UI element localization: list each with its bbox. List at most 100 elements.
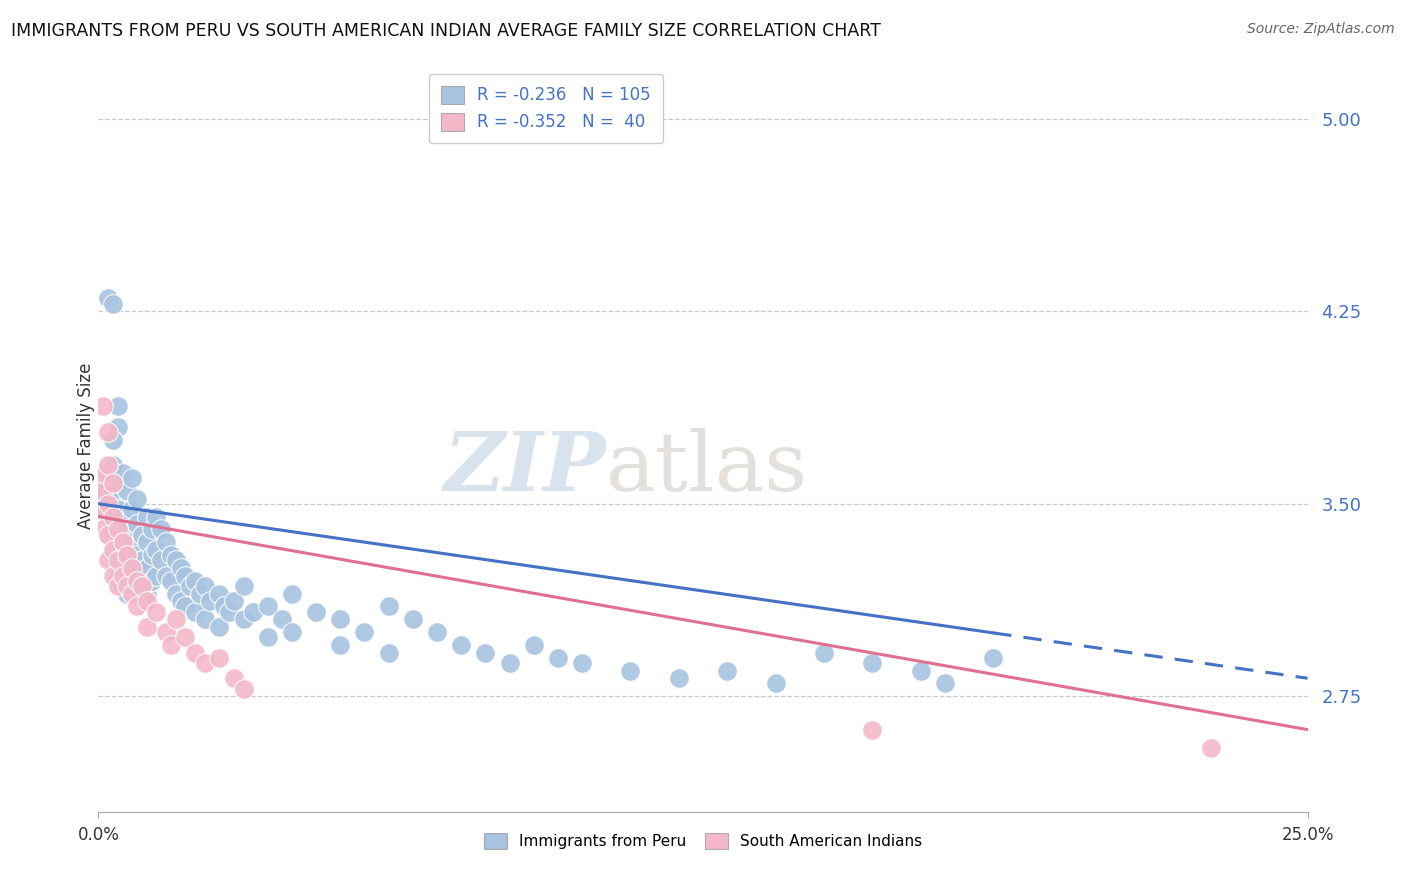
Point <box>101 548 124 562</box>
Point <box>127 548 149 562</box>
Point <box>141 523 163 537</box>
Point <box>155 625 177 640</box>
Point <box>353 625 375 640</box>
Point <box>97 527 120 541</box>
Point <box>498 656 520 670</box>
Point <box>523 638 546 652</box>
Point <box>107 523 129 537</box>
Point <box>101 296 124 310</box>
Text: Source: ZipAtlas.com: Source: ZipAtlas.com <box>1247 22 1395 37</box>
Point <box>97 553 120 567</box>
Point <box>150 523 173 537</box>
Point <box>131 579 153 593</box>
Point <box>150 553 173 567</box>
Point <box>97 509 120 524</box>
Point <box>765 676 787 690</box>
Point <box>145 605 167 619</box>
Point <box>101 476 124 491</box>
Point <box>474 646 496 660</box>
Point <box>426 625 449 640</box>
Point <box>174 599 197 614</box>
Point <box>127 491 149 506</box>
Point <box>131 527 153 541</box>
Point <box>107 419 129 434</box>
Point <box>101 483 124 498</box>
Point <box>107 535 129 549</box>
Point <box>121 561 143 575</box>
Point <box>97 527 120 541</box>
Point <box>97 425 120 439</box>
Point <box>145 543 167 558</box>
Point <box>131 579 153 593</box>
Point <box>198 594 221 608</box>
Point <box>281 625 304 640</box>
Point <box>934 676 956 690</box>
Text: ZIP: ZIP <box>444 428 606 508</box>
Point <box>716 664 738 678</box>
Point <box>165 612 187 626</box>
Point <box>117 548 139 562</box>
Point <box>174 568 197 582</box>
Point <box>91 523 114 537</box>
Point <box>97 458 120 473</box>
Point <box>111 535 134 549</box>
Point <box>91 501 114 516</box>
Point <box>184 605 207 619</box>
Point <box>668 671 690 685</box>
Point <box>107 476 129 491</box>
Point <box>135 620 157 634</box>
Point <box>107 568 129 582</box>
Point <box>111 548 134 562</box>
Point <box>135 594 157 608</box>
Point <box>329 612 352 626</box>
Point <box>218 605 240 619</box>
Point <box>194 579 217 593</box>
Point <box>305 605 328 619</box>
Point <box>232 612 254 626</box>
Point <box>97 292 120 306</box>
Point <box>101 509 124 524</box>
Point <box>101 568 124 582</box>
Point <box>860 723 883 737</box>
Point <box>91 497 114 511</box>
Point <box>127 599 149 614</box>
Point <box>281 586 304 600</box>
Point <box>101 517 124 532</box>
Point <box>135 561 157 575</box>
Point <box>97 466 120 480</box>
Point <box>107 399 129 413</box>
Point <box>165 586 187 600</box>
Point <box>232 579 254 593</box>
Point <box>127 517 149 532</box>
Point <box>208 586 231 600</box>
Point <box>184 574 207 588</box>
Point <box>121 561 143 575</box>
Text: IMMIGRANTS FROM PERU VS SOUTH AMERICAN INDIAN AVERAGE FAMILY SIZE CORRELATION CH: IMMIGRANTS FROM PERU VS SOUTH AMERICAN I… <box>11 22 882 40</box>
Point <box>194 612 217 626</box>
Point <box>981 650 1004 665</box>
Point <box>208 620 231 634</box>
Point <box>160 548 183 562</box>
Point <box>169 561 191 575</box>
Point <box>117 483 139 498</box>
Point <box>232 681 254 696</box>
Point <box>111 509 134 524</box>
Point <box>160 638 183 652</box>
Point <box>377 599 399 614</box>
Point <box>450 638 472 652</box>
Point <box>813 646 835 660</box>
Point <box>222 671 245 685</box>
Point <box>329 638 352 652</box>
Point <box>1199 740 1222 755</box>
Point <box>107 553 129 567</box>
Point <box>155 568 177 582</box>
Point <box>97 497 120 511</box>
Point <box>208 650 231 665</box>
Point <box>256 599 278 614</box>
Point <box>571 656 593 670</box>
Point <box>117 586 139 600</box>
Point <box>135 586 157 600</box>
Point <box>179 579 201 593</box>
Point <box>194 656 217 670</box>
Point <box>101 458 124 473</box>
